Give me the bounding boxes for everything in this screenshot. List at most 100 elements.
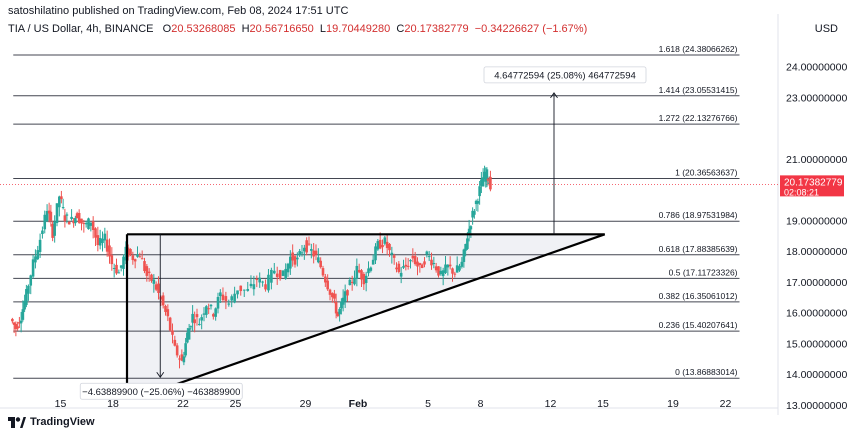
candle-body: [105, 239, 109, 252]
candle-body: [346, 290, 349, 296]
candle-body: [383, 237, 387, 244]
candle-body: [166, 309, 170, 317]
candle-body: [416, 261, 419, 267]
candle-body: [63, 215, 67, 222]
candle-body: [350, 281, 354, 283]
candle-body: [430, 259, 433, 266]
x-tick-label: 15: [55, 398, 67, 410]
candle-body: [270, 269, 273, 283]
candle-body: [60, 196, 63, 200]
candle-body: [392, 255, 396, 258]
candle-body: [481, 177, 485, 187]
candle-body: [133, 259, 137, 262]
candle-body: [21, 309, 25, 320]
candle-body: [173, 339, 177, 346]
bar-countdown: 02:08:21: [784, 187, 819, 197]
candle-body: [233, 293, 236, 303]
candle-body: [441, 270, 445, 277]
candle-body: [336, 312, 340, 316]
last-price-value: 20.17382779: [784, 177, 843, 188]
candle-body: [34, 256, 37, 263]
candle-body: [11, 318, 14, 322]
candle-body: [420, 264, 424, 268]
candle-body: [124, 246, 128, 261]
fib-level-label: 1 (20.36563637): [675, 167, 738, 177]
candle-body: [480, 179, 483, 186]
tradingview-logo[interactable]: TradingView: [8, 416, 95, 428]
open-value: 20.53268085: [171, 23, 236, 35]
candle-body: [446, 264, 450, 268]
measure-arrow-head: [550, 92, 558, 99]
candle-body: [474, 200, 478, 205]
candle-body: [171, 330, 174, 335]
candle-body: [305, 240, 308, 253]
candle-body: [385, 241, 389, 249]
candle-body: [221, 294, 225, 300]
candle-body: [143, 261, 146, 272]
candle-body: [230, 296, 234, 301]
candle-body: [29, 275, 33, 286]
fib-level-label: 1.618 (24.38066262): [659, 44, 738, 54]
candle-body: [464, 243, 467, 251]
measure-label-bg: [79, 382, 243, 400]
candle-body: [129, 249, 132, 255]
candle-body: [462, 249, 466, 262]
candle-body: [374, 246, 377, 261]
candle-body: [469, 226, 473, 230]
measure-label-box: 4.64772594 (25.08%) 464772594: [483, 66, 647, 84]
candle-body: [448, 264, 452, 267]
candle-body: [455, 265, 459, 273]
candle-body: [80, 218, 83, 224]
candle-body: [236, 290, 239, 295]
candle-body: [404, 264, 408, 267]
candle-body: [281, 270, 285, 276]
candle-body: [321, 268, 325, 276]
candle-body: [423, 261, 426, 265]
candle-body: [216, 296, 220, 309]
candle-body: [331, 293, 334, 298]
candle-body: [212, 314, 215, 317]
candle-body: [47, 210, 51, 214]
candle-body: [381, 244, 384, 248]
candle-body: [202, 313, 206, 315]
candle-body: [296, 257, 299, 260]
candle-body: [355, 265, 359, 279]
candle-body: [112, 267, 116, 269]
x-tick-label: 5: [425, 398, 431, 410]
candle-body: [300, 252, 304, 254]
candle-body: [178, 358, 181, 360]
fib-level-label: 0.5 (17.11723326): [669, 267, 738, 277]
measure-label-bg: [483, 66, 647, 84]
candle-body: [357, 269, 361, 273]
candle-body: [369, 267, 373, 271]
measure-label: 4.64772594 (25.08%) 464772594: [494, 70, 636, 81]
candle-body: [119, 265, 123, 268]
candle-body: [324, 276, 327, 283]
candle-body: [252, 284, 256, 290]
candle-body: [108, 245, 111, 257]
candle-body: [261, 281, 264, 283]
candle-body: [284, 268, 287, 279]
candle-body: [478, 186, 481, 197]
triangle-support-line: [165, 233, 606, 390]
candle-body: [182, 356, 186, 363]
fib-level-label: 0.382 (16.35061012): [659, 291, 738, 301]
candle-body: [360, 270, 363, 280]
candle-body: [437, 266, 440, 276]
candle-body: [395, 267, 398, 270]
candle-body: [348, 279, 352, 286]
candle-body: [432, 263, 436, 265]
symbol-label[interactable]: TIA / US Dollar, 4h, BINANCE: [8, 23, 154, 35]
candle-body: [180, 354, 184, 361]
candle-body: [439, 270, 443, 275]
candle-body: [65, 214, 69, 216]
triangle-fill: [127, 234, 605, 389]
candle-body: [126, 247, 130, 257]
candle-body: [242, 289, 246, 291]
candle-body: [326, 280, 329, 290]
candle-body: [70, 216, 73, 220]
x-tick-label: 22: [177, 398, 189, 410]
candle-body: [75, 213, 79, 219]
